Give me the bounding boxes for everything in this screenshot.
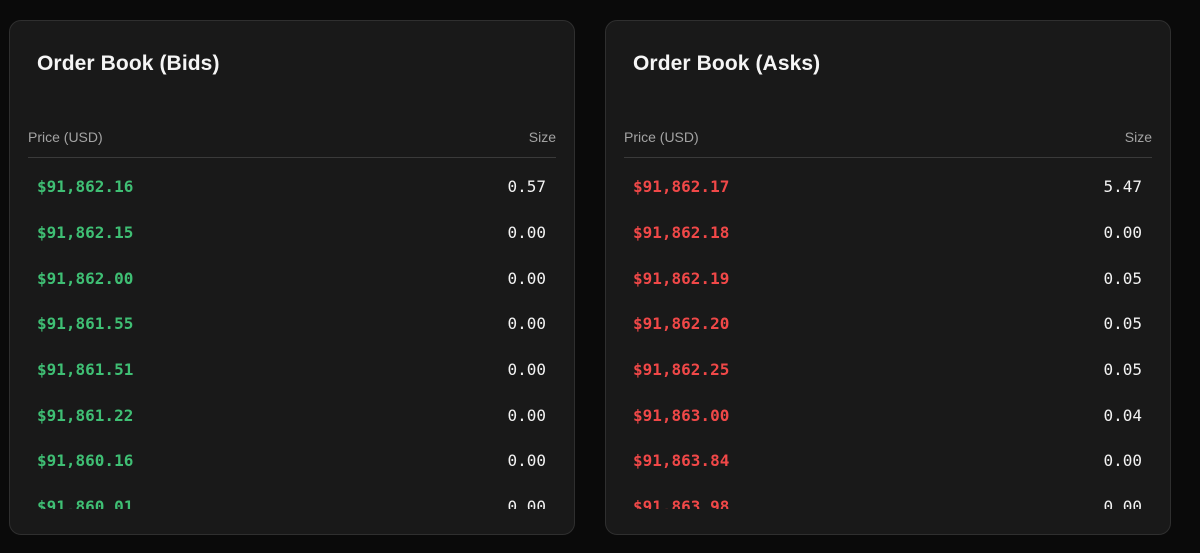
bids-row[interactable]: $91,862.16 0.57 (28, 164, 556, 210)
asks-price: $91,863.98 (633, 497, 730, 509)
asks-row[interactable]: $91,863.00 0.04 (624, 392, 1152, 438)
bids-table-header: Price (USD) Size (28, 129, 556, 158)
asks-rows[interactable]: $91,862.17 5.47 $91,862.18 0.00 $91,862.19 0.… (624, 164, 1152, 509)
asks-size: 0.05 (1103, 268, 1142, 288)
bids-size: 0.00 (507, 497, 546, 509)
bids-row[interactable]: $91,861.22 0.00 (28, 392, 556, 438)
bids-size: 0.00 (507, 451, 546, 471)
asks-size-column-header: Size (1124, 129, 1152, 145)
asks-row[interactable]: $91,863.98 0.00 (624, 484, 1152, 509)
bids-price: $91,860.01 (37, 497, 134, 509)
asks-size: 0.00 (1103, 451, 1142, 471)
bids-price: $91,862.15 (37, 223, 134, 243)
bids-title: Order Book (Bids) (37, 52, 220, 75)
bids-row[interactable]: $91,860.16 0.00 (28, 438, 556, 484)
bids-size: 0.57 (507, 177, 546, 197)
asks-row[interactable]: $91,862.25 0.05 (624, 347, 1152, 393)
asks-row[interactable]: $91,862.18 0.00 (624, 210, 1152, 256)
bids-price: $91,862.16 (37, 177, 134, 197)
bids-price: $91,861.55 (37, 314, 134, 334)
bids-size-column-header: Size (528, 129, 556, 145)
bids-size: 0.00 (507, 223, 546, 243)
asks-table-header: Price (USD) Size (624, 129, 1152, 158)
asks-price: $91,863.00 (633, 405, 730, 425)
asks-price: $91,862.25 (633, 360, 730, 380)
bids-size: 0.00 (507, 314, 546, 334)
bids-price: $91,862.00 (37, 268, 134, 288)
bids-size: 0.00 (507, 405, 546, 425)
asks-price: $91,862.19 (633, 268, 730, 288)
asks-size: 5.47 (1103, 177, 1142, 197)
bids-row[interactable]: $91,861.51 0.00 (28, 347, 556, 393)
bids-size: 0.00 (507, 360, 546, 380)
asks-size: 0.00 (1103, 223, 1142, 243)
bids-price: $91,861.51 (37, 360, 134, 380)
asks-price: $91,862.18 (633, 223, 730, 243)
bids-price: $91,861.22 (37, 405, 134, 425)
bids-row[interactable]: $91,861.55 0.00 (28, 301, 556, 347)
asks-panel: Order Book (Asks) Price (USD) Size $91,8… (605, 20, 1171, 535)
asks-size: 0.00 (1103, 497, 1142, 509)
bids-row[interactable]: $91,862.00 0.00 (28, 255, 556, 301)
bids-row[interactable]: $91,862.15 0.00 (28, 210, 556, 256)
bids-price-column-header: Price (USD) (28, 129, 103, 145)
asks-price: $91,862.17 (633, 177, 730, 197)
asks-row[interactable]: $91,862.17 5.47 (624, 164, 1152, 210)
asks-row[interactable]: $91,863.84 0.00 (624, 438, 1152, 484)
asks-title: Order Book (Asks) (633, 52, 821, 75)
asks-row[interactable]: $91,862.20 0.05 (624, 301, 1152, 347)
asks-price: $91,862.20 (633, 314, 730, 334)
asks-price: $91,863.84 (633, 451, 730, 471)
asks-size: 0.05 (1103, 360, 1142, 380)
asks-row[interactable]: $91,862.19 0.05 (624, 255, 1152, 301)
bids-price: $91,860.16 (37, 451, 134, 471)
bids-size: 0.00 (507, 268, 546, 288)
asks-price-column-header: Price (USD) (624, 129, 699, 145)
bids-row[interactable]: $91,860.01 0.00 (28, 484, 556, 509)
bids-rows[interactable]: $91,862.16 0.57 $91,862.15 0.00 $91,862.00 0.… (28, 164, 556, 509)
asks-size: 0.05 (1103, 314, 1142, 334)
asks-size: 0.04 (1103, 405, 1142, 425)
bids-panel: Order Book (Bids) Price (USD) Size $91,8… (9, 20, 575, 535)
